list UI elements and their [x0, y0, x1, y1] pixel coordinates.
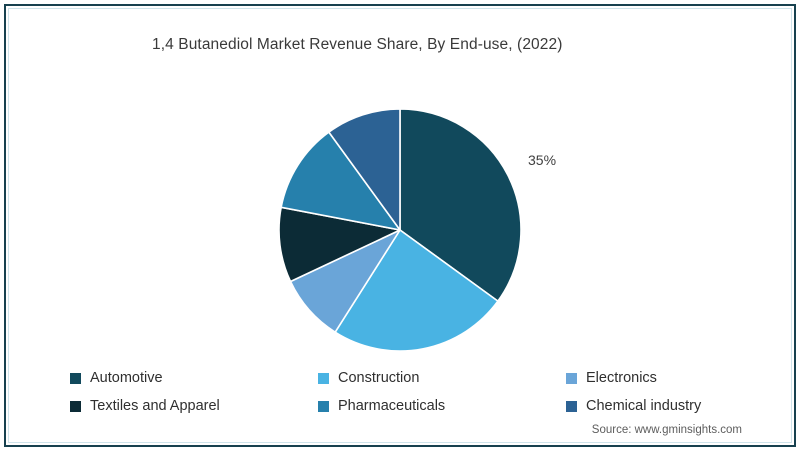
legend-swatch-icon — [70, 372, 81, 384]
pie-slice-group: Automotive: 35%Construction: 24%Electron… — [278, 108, 522, 352]
legend-item-label: Electronics — [586, 369, 657, 386]
legend-item-label: Automotive — [90, 369, 163, 386]
legend-swatch-icon — [318, 372, 329, 384]
pie-slice-percent-label: 35% — [528, 152, 557, 168]
legend-swatch-icon — [566, 372, 577, 384]
chart-legend: Automotive Construction Electronics Textile… — [70, 364, 742, 420]
pie-slice-construction[interactable]: Construction: 24% — [334, 229, 499, 352]
legend-item-textiles-and-apparel[interactable]: Textiles and Apparel — [70, 399, 318, 414]
source-attribution: Source: www.gminsights.com — [591, 424, 742, 436]
pie-slice-automotive[interactable]: Automotive: 35% — [399, 108, 522, 302]
legend-swatch-icon — [318, 400, 329, 412]
pie-slice-chemical-industry[interactable]: Chemical industry: 10% — [328, 108, 401, 231]
legend-item-label: Pharmaceuticals — [338, 397, 446, 414]
legend-item-label: Construction — [338, 369, 420, 386]
legend-swatch-icon — [70, 400, 81, 412]
legend-item-automotive[interactable]: Automotive — [70, 371, 318, 386]
pie-slice-textiles-and-apparel[interactable]: Textiles and Apparel: 10% — [278, 206, 401, 283]
chart-title: 1,4 Butanediol Market Revenue Share, By … — [152, 36, 563, 53]
pie-chart: Automotive: 35%Construction: 24%Electron… — [278, 108, 522, 352]
legend-item-chemical-industry[interactable]: Chemical industry — [566, 399, 742, 414]
pie-slice-pharmaceuticals[interactable]: Pharmaceuticals: 12% — [280, 131, 401, 231]
legend-item-label: Textiles and Apparel — [90, 397, 220, 414]
legend-item-label: Chemical industry — [586, 397, 702, 414]
legend-item-electronics[interactable]: Electronics — [566, 371, 742, 386]
legend-item-construction[interactable]: Construction — [318, 371, 566, 386]
legend-item-pharmaceuticals[interactable]: Pharmaceuticals — [318, 399, 566, 414]
legend-swatch-icon — [566, 400, 577, 412]
pie-chart-svg: Automotive: 35%Construction: 24%Electron… — [278, 108, 522, 352]
